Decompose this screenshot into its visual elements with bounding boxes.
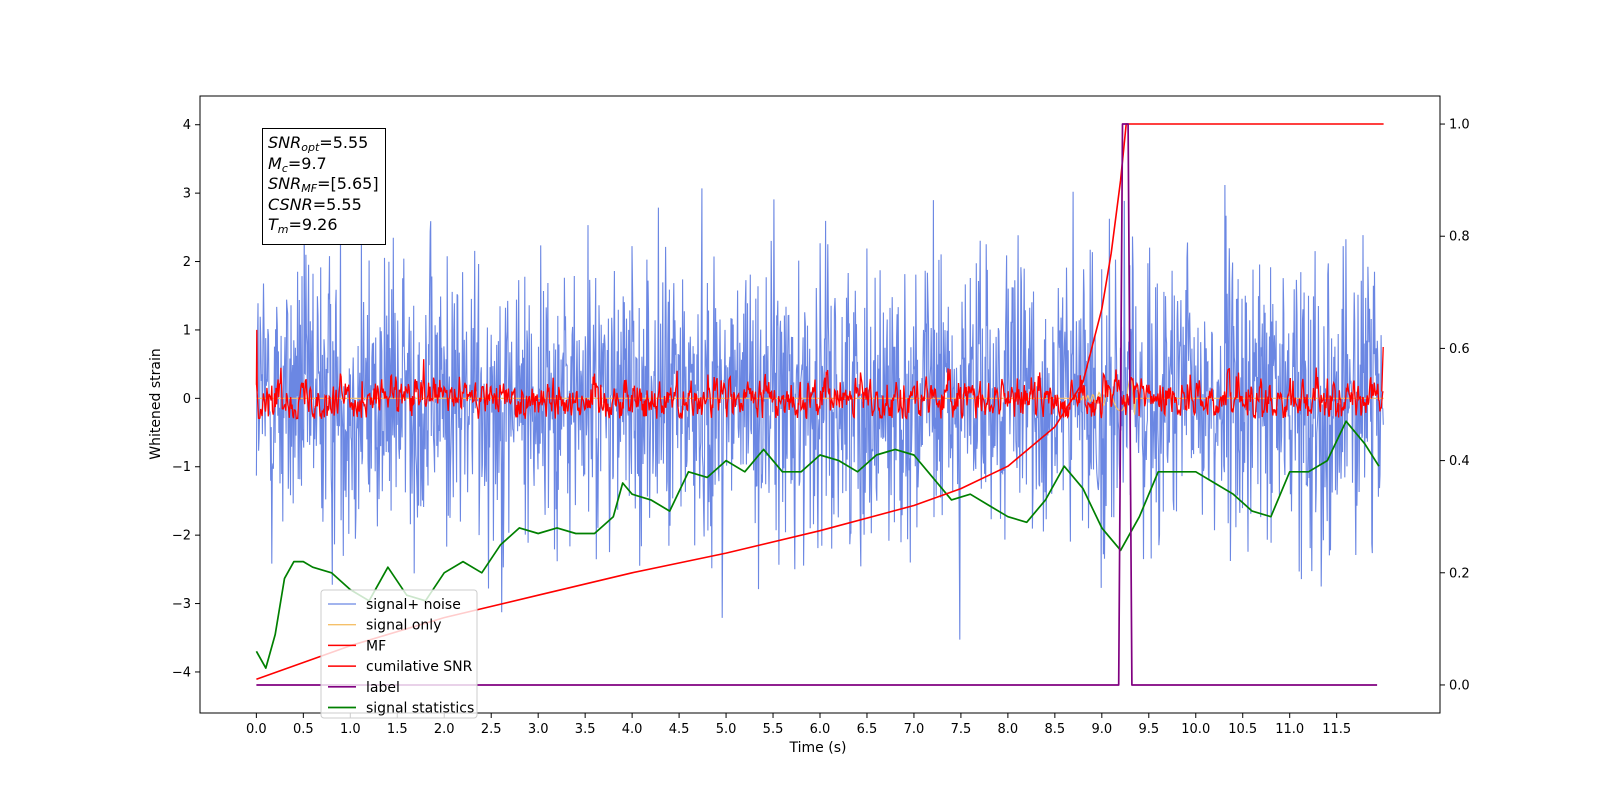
x-tick-label: 5.5 (763, 722, 784, 737)
x-axis-label: Time (s) (789, 740, 847, 756)
legend-label: cumilative SNR (366, 659, 473, 675)
x-tick-label: 3.5 (575, 722, 596, 737)
merger-time-annotation: Tm=9.26 (268, 215, 338, 237)
x-tick-label: 11.0 (1275, 722, 1304, 737)
y-tick-label-left: −2 (172, 529, 191, 544)
y-axis-label: Whitened strain (148, 348, 164, 459)
x-tick-label: 4.5 (669, 722, 690, 737)
legend-label: signal only (366, 618, 441, 634)
x-tick-label: 8.0 (998, 722, 1019, 737)
plot-area (255, 123, 1384, 686)
y-axis-left: 4 3 2 1 0 −1 −2 −3 −4 (172, 118, 200, 680)
y-tick-label-left: 2 (183, 255, 191, 270)
x-tick-label: 7.0 (904, 722, 925, 737)
legend-label: signal+ noise (366, 597, 461, 613)
chirp-mass-annotation: Mc=9.7 (268, 153, 327, 175)
x-tick-label: 0.0 (246, 722, 267, 737)
legend-label: MF (366, 638, 386, 654)
x-tick-label: 1.0 (340, 722, 361, 737)
x-tick-label: 8.5 (1045, 722, 1066, 737)
x-tick-label: 7.5 (951, 722, 972, 737)
y-tick-label-right: 1.0 (1449, 118, 1470, 133)
series-signal-statistics (255, 420, 1380, 669)
y-tick-label-left: −4 (172, 665, 191, 680)
x-tick-label: 10.0 (1181, 722, 1210, 737)
x-axis: 0.0 0.5 1.0 1.5 2.0 2.5 3.0 3.5 4.0 4.5 5.0 5.5 6.0 6… (246, 713, 1351, 737)
x-tick-label: 9.0 (1091, 722, 1112, 737)
x-tick-label: 6.5 (857, 722, 878, 737)
legend: signal+ noise signal only MF cumilative SNR… (320, 589, 478, 719)
y-tick-label-right: 0.2 (1449, 566, 1470, 581)
x-tick-label: 3.0 (528, 722, 549, 737)
series-mf (255, 329, 1384, 420)
y-tick-label-left: 0 (183, 392, 191, 407)
y-axis-right: 1.0 0.8 0.6 0.4 0.2 0.0 (1440, 118, 1470, 693)
y-tick-label-right: 0.0 (1449, 678, 1470, 693)
x-tick-label: 5.0 (716, 722, 737, 737)
snr-opt-annotation: SNRopt=5.55 (268, 133, 369, 154)
x-tick-label: 10.5 (1228, 722, 1257, 737)
legend-label: label (366, 680, 400, 696)
y-tick-label-left: 4 (183, 118, 191, 133)
x-tick-label: 0.5 (293, 722, 314, 737)
x-tick-label: 6.0 (810, 722, 831, 737)
legend-frame (320, 589, 478, 719)
x-tick-label: 11.5 (1322, 722, 1351, 737)
x-tick-label: 9.5 (1138, 722, 1159, 737)
y-tick-label-left: 3 (183, 187, 191, 202)
y-tick-label-right: 0.8 (1449, 230, 1470, 245)
snr-mf-annotation: SNRMF=[5.65] (268, 174, 379, 196)
x-tick-label: 1.5 (387, 722, 408, 737)
annotation-box: SNRopt=5.55 Mc=9.7 SNRMF=[5.65] CSNR=5.5… (262, 128, 386, 245)
x-tick-label: 2.5 (481, 722, 502, 737)
y-tick-label-left: 1 (183, 323, 191, 338)
y-tick-label-right: 0.6 (1449, 342, 1470, 357)
y-tick-label-left: −1 (172, 460, 191, 475)
legend-label: signal statistics (366, 701, 474, 717)
csnr-annotation: CSNR=5.55 (268, 194, 362, 214)
y-tick-label-left: −3 (172, 597, 191, 612)
x-tick-label: 4.0 (622, 722, 643, 737)
series-cumulative-snr (256, 123, 1384, 681)
y-tick-label-right: 0.4 (1449, 454, 1470, 469)
x-tick-label: 2.0 (434, 722, 455, 737)
series-label (256, 123, 1378, 686)
